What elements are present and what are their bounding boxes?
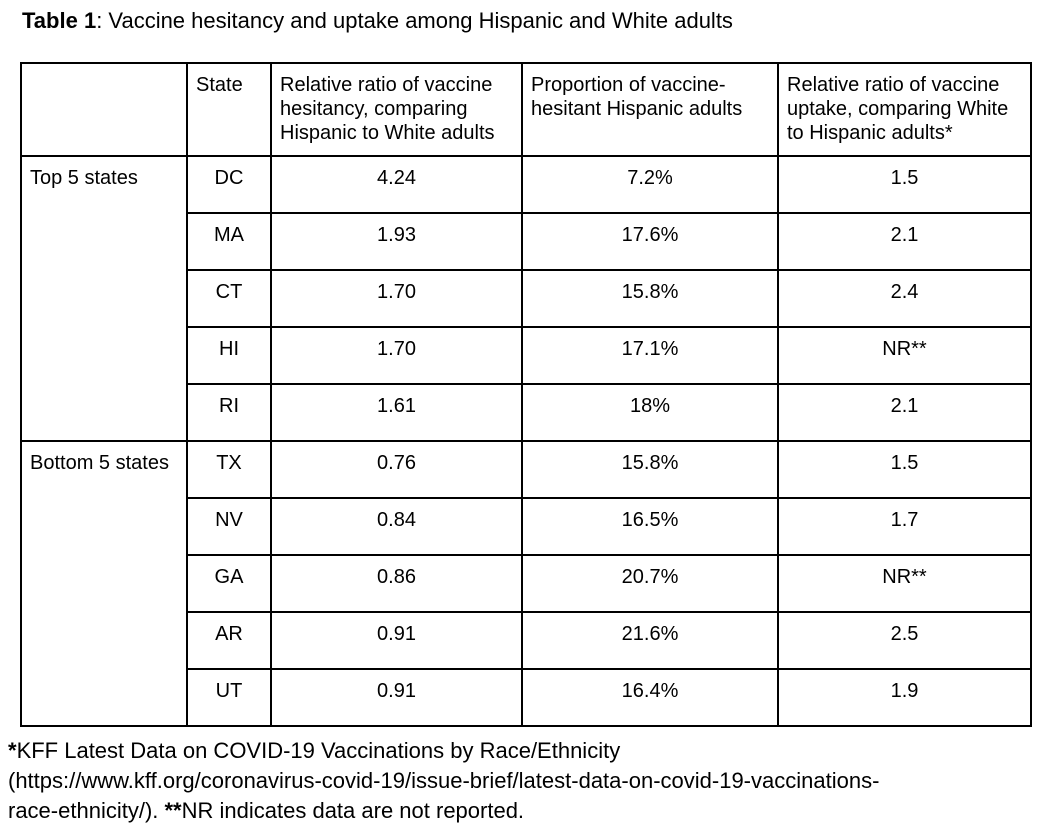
- cell-state: MA: [186, 212, 272, 271]
- cell-group-label-top: Top 5 states: [20, 155, 188, 442]
- cell-uptake-ratio: 2.1: [777, 212, 1032, 271]
- cell-hesitancy-ratio: 0.91: [270, 611, 523, 670]
- cell-hesitant-proportion: 20.7%: [521, 554, 779, 613]
- cell-uptake-ratio: NR**: [777, 326, 1032, 385]
- cell-state: RI: [186, 383, 272, 442]
- header-cell-uptake-ratio: Relative ratio of vaccine uptake, compar…: [777, 62, 1032, 157]
- cell-hesitant-proportion: 16.4%: [521, 668, 779, 727]
- cell-uptake-ratio: 1.5: [777, 155, 1032, 214]
- cell-hesitancy-ratio: 0.86: [270, 554, 523, 613]
- cell-hesitancy-ratio: 1.93: [270, 212, 523, 271]
- cell-hesitancy-ratio: 1.70: [270, 326, 523, 385]
- cell-state: AR: [186, 611, 272, 670]
- vaccine-table: State Relative ratio of vaccine hesitanc…: [20, 62, 1032, 727]
- table-row: MA 1.93 17.6% 2.1: [21, 212, 1032, 271]
- cell-state: CT: [186, 269, 272, 328]
- cell-hesitant-proportion: 15.8%: [521, 440, 779, 499]
- footnote-url-end-text: race-ethnicity/).: [8, 798, 165, 823]
- cell-hesitant-proportion: 21.6%: [521, 611, 779, 670]
- table-row: CT 1.70 15.8% 2.4: [21, 269, 1032, 328]
- cell-uptake-ratio: NR**: [777, 554, 1032, 613]
- footnote-source-text: KFF Latest Data on COVID-19 Vaccinations…: [16, 738, 621, 763]
- cell-hesitant-proportion: 18%: [521, 383, 779, 442]
- cell-uptake-ratio: 1.9: [777, 668, 1032, 727]
- cell-hesitant-proportion: 7.2%: [521, 155, 779, 214]
- footnote-url-text: (https://www.kff.org/coronavirus-covid-1…: [8, 768, 880, 793]
- cell-state: HI: [186, 326, 272, 385]
- header-cell-hesitancy-ratio: Relative ratio of vaccine hesitancy, com…: [270, 62, 523, 157]
- cell-hesitancy-ratio: 0.76: [270, 440, 523, 499]
- cell-hesitant-proportion: 17.6%: [521, 212, 779, 271]
- cell-hesitancy-ratio: 0.91: [270, 668, 523, 727]
- cell-hesitancy-ratio: 1.70: [270, 269, 523, 328]
- table-title: Table 1: Vaccine hesitancy and uptake am…: [22, 7, 1064, 35]
- cell-state: TX: [186, 440, 272, 499]
- table-row: HI 1.70 17.1% NR**: [21, 326, 1032, 385]
- header-cell-empty: [20, 62, 188, 157]
- table-row: NV 0.84 16.5% 1.7: [21, 497, 1032, 556]
- cell-state: NV: [186, 497, 272, 556]
- cell-hesitancy-ratio: 1.61: [270, 383, 523, 442]
- cell-hesitancy-ratio: 4.24: [270, 155, 523, 214]
- header-cell-state: State: [186, 62, 272, 157]
- cell-uptake-ratio: 2.5: [777, 611, 1032, 670]
- cell-uptake-ratio: 2.4: [777, 269, 1032, 328]
- cell-uptake-ratio: 1.7: [777, 497, 1032, 556]
- footnote-nr-text: NR indicates data are not reported.: [181, 798, 525, 823]
- footnote-asterisk: *: [8, 738, 17, 763]
- cell-hesitancy-ratio: 0.84: [270, 497, 523, 556]
- cell-hesitant-proportion: 17.1%: [521, 326, 779, 385]
- table-footnote: *KFF Latest Data on COVID-19 Vaccination…: [8, 736, 1064, 826]
- cell-uptake-ratio: 1.5: [777, 440, 1032, 499]
- cell-state: DC: [186, 155, 272, 214]
- header-row: State Relative ratio of vaccine hesitanc…: [20, 62, 1032, 157]
- header-cell-hesitant-proportion: Proportion of vaccine-hesitant Hispanic …: [521, 62, 779, 157]
- table-title-text: : Vaccine hesitancy and uptake among His…: [96, 8, 733, 33]
- cell-hesitant-proportion: 16.5%: [521, 497, 779, 556]
- cell-uptake-ratio: 2.1: [777, 383, 1032, 442]
- table-row: RI 1.61 18% 2.1: [21, 383, 1032, 442]
- cell-state: GA: [186, 554, 272, 613]
- cell-state: UT: [186, 668, 272, 727]
- cell-hesitant-proportion: 15.8%: [521, 269, 779, 328]
- table-row: Top 5 states DC 4.24 7.2% 1.5: [20, 155, 1032, 442]
- cell-group-label-bottom: Bottom 5 states: [20, 440, 188, 727]
- table-row: AR 0.91 21.6% 2.5: [21, 611, 1032, 670]
- table-row: Bottom 5 states TX 0.76 15.8% 1.5: [20, 440, 1032, 727]
- table-row: UT 0.91 16.4% 1.9: [21, 668, 1032, 727]
- table-row: GA 0.86 20.7% NR**: [21, 554, 1032, 613]
- footnote-double-asterisk: **: [164, 798, 182, 823]
- table-title-label: Table 1: [22, 8, 97, 33]
